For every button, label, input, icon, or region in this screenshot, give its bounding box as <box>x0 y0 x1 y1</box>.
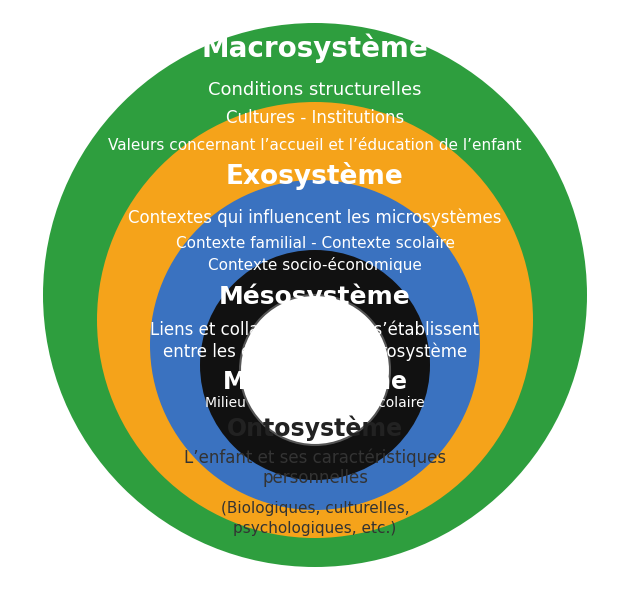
Text: Contexte socio-économique: Contexte socio-économique <box>208 257 422 273</box>
Text: Valeurs concernant l’accueil et l’éducation de l’enfant: Valeurs concernant l’accueil et l’éducat… <box>109 137 522 152</box>
Text: entre les éléments du microsystème: entre les éléments du microsystème <box>163 343 467 361</box>
Text: L’enfant et ses caractéristiques: L’enfant et ses caractéristiques <box>184 449 446 467</box>
Circle shape <box>97 102 533 538</box>
Circle shape <box>200 250 430 480</box>
Text: psychologiques, etc.): psychologiques, etc.) <box>233 520 397 536</box>
Text: Milieu familial et milieu scolaire: Milieu familial et milieu scolaire <box>205 396 425 410</box>
Circle shape <box>150 180 480 510</box>
Text: Mésosystème: Mésosystème <box>219 283 411 309</box>
Text: Microsystème: Microsystème <box>223 368 408 394</box>
Circle shape <box>43 23 587 567</box>
Text: Liens et collaborations qui s’établissent: Liens et collaborations qui s’établissen… <box>151 321 480 339</box>
Text: personnelles: personnelles <box>262 469 368 487</box>
Circle shape <box>240 295 390 445</box>
Text: Conditions structurelles: Conditions structurelles <box>208 81 422 99</box>
Text: Contexte familial - Contexte scolaire: Contexte familial - Contexte scolaire <box>175 235 454 251</box>
Text: Exosystème: Exosystème <box>226 162 404 190</box>
Text: (Biologiques, culturelles,: (Biologiques, culturelles, <box>221 500 410 516</box>
Text: Contextes qui influencent les microsystèmes: Contextes qui influencent les microsystè… <box>128 209 502 227</box>
Text: Ontosystème: Ontosystème <box>227 415 403 441</box>
Text: Macrosystème: Macrosystème <box>202 33 428 63</box>
Text: Cultures - Institutions: Cultures - Institutions <box>226 109 404 127</box>
